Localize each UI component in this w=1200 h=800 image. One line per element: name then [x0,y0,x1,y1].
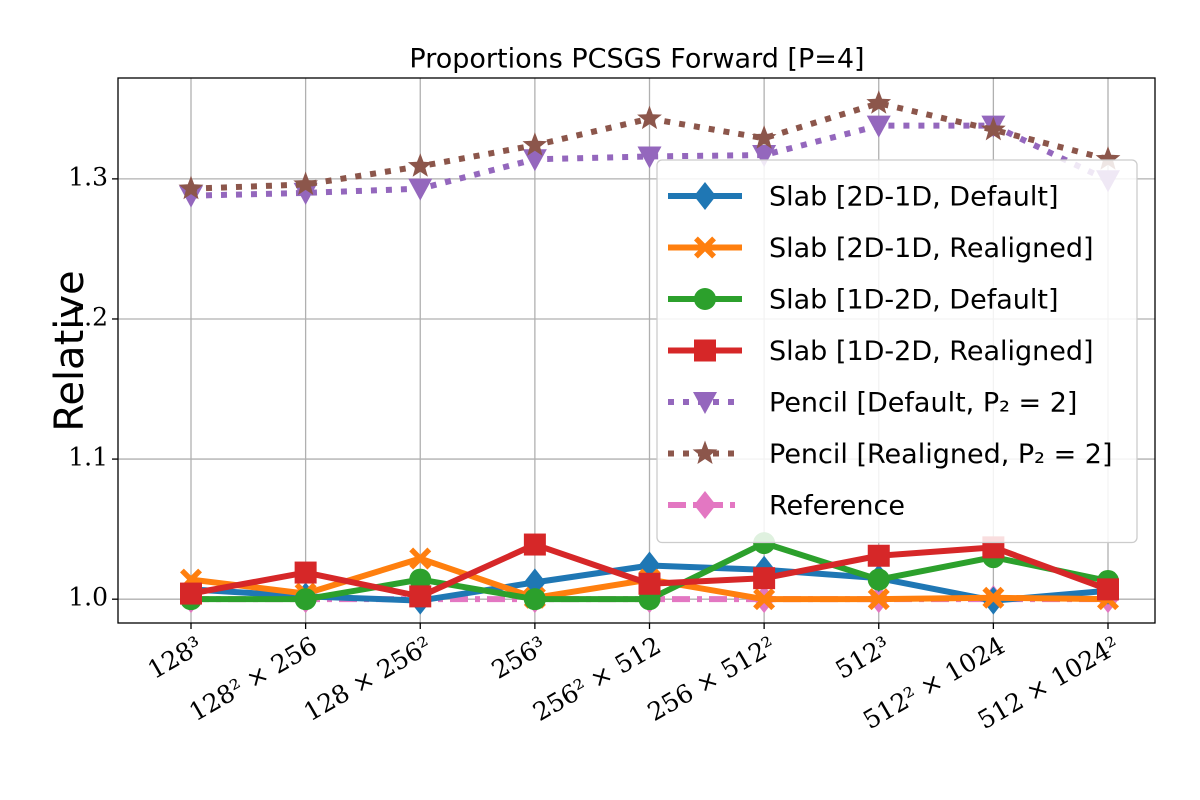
marker [178,175,204,200]
y-tick-label: 1.1 [68,443,108,472]
marker [694,236,716,259]
marker [693,392,717,414]
marker [1097,578,1119,601]
marker [694,339,716,362]
marker [522,132,548,156]
marker [293,171,318,195]
chart-title: Proportions PCSGS Forward [P=4] [409,44,864,75]
legend-label: Pencil [Default, P₂ = 2] [769,388,1077,419]
legend-label: Slab [1D-2D, Default] [769,285,1058,316]
marker [982,586,1005,609]
marker [409,585,432,608]
x-tick-label: 256 × 512² [643,631,781,727]
marker [866,115,891,138]
marker [294,588,317,611]
marker [523,588,546,611]
y-axis-label: Relative [47,270,93,431]
marker [867,588,890,611]
marker [522,149,547,172]
marker [753,567,776,590]
marker [523,533,546,556]
marker [638,572,661,595]
marker [409,547,432,570]
marker [692,440,718,464]
marker [694,288,716,310]
legend-label: Slab [2D-1D, Default] [769,182,1058,213]
legend-label: Reference [769,491,905,522]
marker [751,125,777,149]
marker [694,491,716,519]
marker [753,588,776,611]
x-tick-label: 128 × 256² [299,631,437,727]
marker [752,145,777,168]
y-tick-label: 1.3 [68,162,108,191]
x-tick-label: 256³ [487,631,552,685]
marker [866,90,892,114]
marker [409,568,432,591]
series-line [190,100,1109,192]
marker [637,146,662,169]
marker [694,182,716,210]
marker [294,561,317,584]
marker [867,544,890,567]
marker [180,582,202,605]
x-tick-label: 512³ [830,631,895,685]
x-tick-label: 128³ [143,631,208,685]
legend-label: Slab [2D-1D, Realigned] [769,233,1094,264]
marker [1095,146,1121,170]
legend-label: Slab [1D-2D, Realigned] [769,336,1094,367]
marker [293,182,318,205]
x-tick-label: 256² × 512 [528,631,666,727]
legend-box [656,159,1138,544]
plot-frame [117,77,1156,624]
marker [407,153,433,177]
y-tick-label: 1.0 [68,583,108,612]
legend-label: Pencil [Realigned, P₂ = 2] [769,439,1113,470]
marker [637,105,662,130]
marker [408,178,433,201]
x-tick-label: 128² × 256 [184,631,322,727]
series-line [190,122,1110,199]
marker [981,116,1006,141]
y-tick-label: 1.2 [68,302,108,331]
marker [867,568,890,591]
